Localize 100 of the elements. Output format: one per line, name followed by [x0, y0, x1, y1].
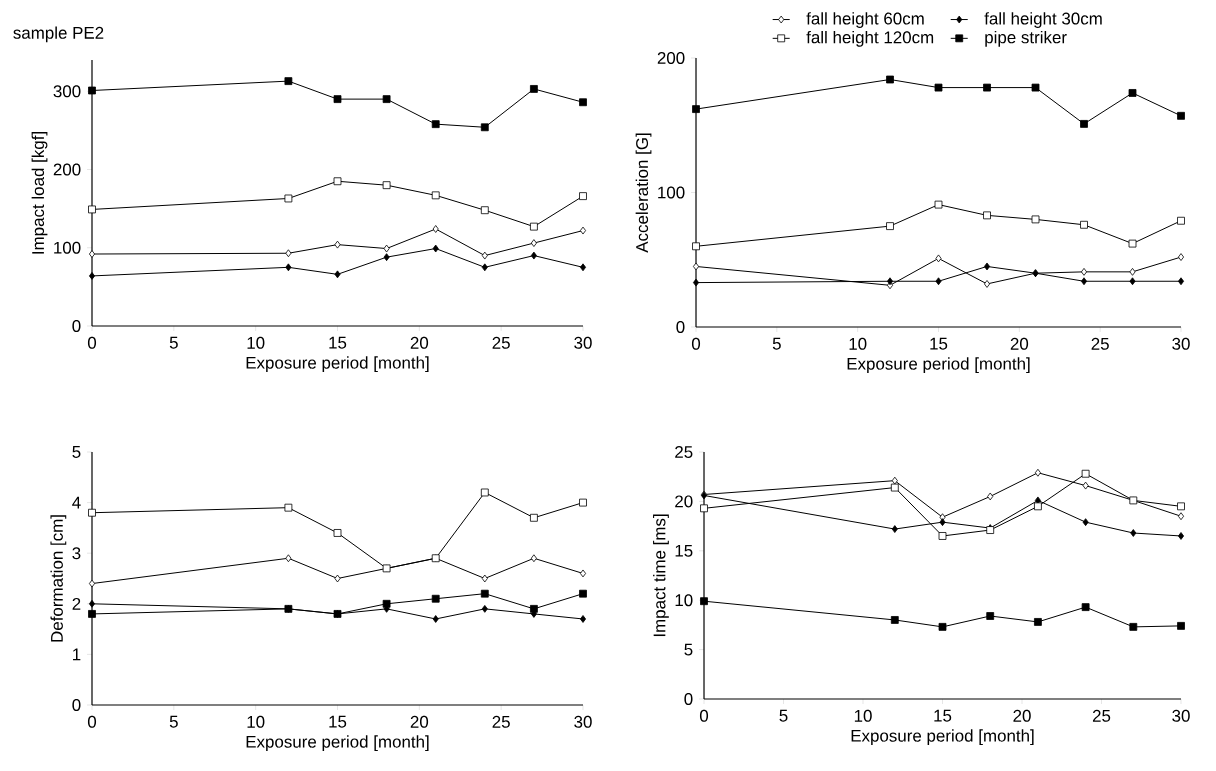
point — [1031, 215, 1040, 224]
point — [890, 483, 899, 492]
point — [886, 277, 894, 286]
point — [1082, 518, 1089, 527]
point — [334, 240, 341, 249]
y-tick-label: 3 — [72, 547, 81, 560]
y-tick-label: 10 — [675, 594, 693, 607]
x-tick-label: 30 — [1172, 337, 1190, 350]
y-axis-title: Impact load [kgf] — [31, 132, 48, 254]
point — [692, 242, 700, 251]
point — [285, 263, 292, 272]
y-tick-label: 100 — [54, 241, 81, 254]
point — [481, 574, 488, 583]
x-axis-title: Exposure period [month] — [847, 357, 1030, 374]
point — [431, 191, 440, 200]
point — [285, 249, 292, 258]
y-tick-label: 20 — [675, 495, 693, 508]
point — [530, 85, 538, 93]
point — [333, 177, 342, 186]
x-tick-label: 10 — [849, 337, 867, 350]
y-tick-label: 5 — [684, 643, 693, 656]
point — [481, 251, 488, 260]
point — [284, 194, 293, 203]
x-tick-label: 0 — [87, 336, 97, 349]
point — [939, 518, 946, 527]
point — [530, 604, 538, 613]
y-tick-label: 100 — [658, 186, 685, 199]
point — [700, 504, 708, 513]
point — [480, 488, 489, 497]
x-tick-label: 5 — [169, 715, 178, 728]
point — [692, 105, 700, 113]
x-tick-label: 25 — [1092, 709, 1111, 722]
point — [890, 616, 899, 624]
point — [692, 278, 700, 287]
point — [579, 192, 587, 201]
point — [382, 181, 391, 190]
point — [1178, 253, 1185, 261]
point — [983, 262, 991, 271]
point — [934, 83, 943, 92]
point — [530, 554, 537, 563]
point — [1081, 267, 1088, 276]
x-tick-label: 10 — [854, 709, 872, 722]
y-tick-label: 0 — [72, 320, 81, 332]
point — [382, 599, 391, 608]
x-tick-label: 15 — [329, 336, 347, 349]
point — [481, 604, 488, 613]
point — [1034, 502, 1042, 511]
point — [886, 222, 894, 231]
x-tick-label: 10 — [247, 336, 265, 349]
x-axis-title: Exposure period [month] — [246, 356, 429, 373]
point — [1178, 532, 1185, 540]
x-tick-label: 25 — [492, 715, 510, 728]
point — [480, 123, 489, 132]
y-tick-label: 4 — [72, 496, 81, 509]
point — [334, 270, 341, 279]
legend-label: fall height 60cm — [806, 12, 924, 28]
point — [1128, 89, 1137, 97]
point — [383, 244, 390, 253]
point — [88, 610, 96, 618]
point — [983, 211, 991, 220]
x-tick-label: 10 — [247, 715, 265, 728]
point — [530, 239, 537, 247]
point — [1129, 277, 1136, 286]
x-tick-label: 5 — [779, 709, 788, 722]
point — [1081, 277, 1088, 286]
point — [938, 532, 947, 540]
x-tick-label: 5 — [169, 336, 178, 349]
legend-label: pipe striker — [985, 30, 1067, 47]
point — [700, 597, 708, 606]
point — [383, 253, 390, 262]
x-tick-label: 20 — [1013, 709, 1031, 722]
point — [986, 612, 995, 620]
y-tick-label: 25 — [675, 446, 693, 458]
point — [480, 206, 489, 215]
point — [886, 75, 894, 84]
y-tick-label: 15 — [675, 544, 693, 557]
point — [284, 503, 293, 512]
point — [935, 254, 942, 263]
y-tick-label: 0 — [72, 699, 81, 711]
y-tick-label: 1 — [73, 648, 81, 661]
x-tick-label: 20 — [410, 715, 429, 728]
point — [938, 622, 947, 631]
point — [891, 525, 898, 533]
point — [1130, 529, 1137, 537]
point — [692, 262, 700, 271]
y-tick-label: 200 — [53, 163, 81, 176]
x-tick-label: 0 — [87, 715, 97, 728]
point — [284, 77, 293, 86]
y-tick-label: 0 — [676, 321, 685, 333]
point — [431, 594, 440, 603]
point — [480, 589, 489, 598]
x-tick-label: 15 — [934, 709, 952, 722]
point — [88, 272, 96, 280]
point — [1178, 277, 1185, 286]
point — [1129, 267, 1136, 276]
point — [983, 83, 991, 92]
point — [1081, 469, 1090, 478]
point — [432, 615, 439, 623]
point — [1177, 111, 1185, 120]
point — [88, 250, 96, 258]
